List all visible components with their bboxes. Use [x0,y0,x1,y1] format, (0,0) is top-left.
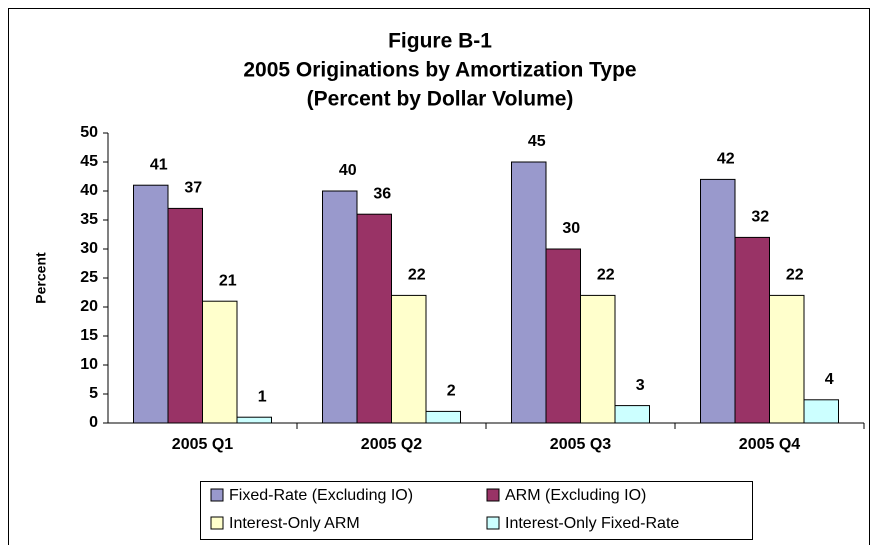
data-label: 42 [717,151,735,168]
y-tick-label: 15 [80,327,98,344]
data-label: 3 [636,377,645,394]
legend-label: ARM (Excluding IO) [505,487,646,504]
bar [236,416,272,424]
data-label: 21 [219,272,237,289]
bar [769,294,805,424]
y-tick-label: 30 [80,240,98,257]
data-label: 36 [373,185,391,202]
data-label: 32 [751,209,769,226]
bar [322,190,358,424]
y-tick-label: 10 [80,356,98,373]
bar [580,294,616,424]
x-tick-label: 2005 Q4 [739,436,800,453]
legend-swatch [210,488,224,502]
data-label: 22 [597,267,615,284]
data-label: 22 [408,267,426,284]
y-tick-label: 40 [80,182,98,199]
y-tick-label: 45 [80,153,98,170]
chart-title: 2005 Originations by Amortization Type [243,59,636,82]
bar [167,207,203,424]
chart-title: (Percent by Dollar Volume) [307,88,574,111]
y-tick-label: 0 [89,414,98,431]
bar [700,178,736,424]
x-tick-label: 2005 Q1 [172,436,233,453]
data-label: 37 [184,180,202,197]
bar [356,213,392,424]
bar [614,405,650,424]
bar [803,399,839,424]
legend-swatch [486,488,500,502]
chart-title: Figure B-1 [388,30,492,53]
bar [133,184,169,424]
y-tick-label: 5 [89,385,98,402]
bar [425,410,461,424]
bar [202,300,238,424]
y-tick-label: 35 [80,211,98,228]
bar [545,248,581,424]
data-label: 40 [339,162,357,179]
data-label: 1 [258,388,267,405]
data-label: 41 [150,156,168,173]
data-label: 2 [447,383,456,400]
x-tick-label: 2005 Q3 [550,436,611,453]
legend-swatch [210,516,224,530]
data-label: 45 [528,133,546,150]
data-label: 22 [786,267,804,284]
legend-label: Fixed-Rate (Excluding IO) [229,487,413,504]
data-label: 30 [562,220,580,237]
y-tick-label: 25 [80,269,98,286]
bar [734,236,770,424]
bar [391,294,427,424]
legend [200,481,753,540]
y-tick-label: 50 [80,124,98,141]
legend-swatch [486,516,500,530]
y-tick-label: 20 [80,298,98,315]
data-label: 4 [825,371,834,388]
legend-label: Interest-Only Fixed-Rate [505,515,679,532]
bar [511,161,547,424]
y-axis-label: Percent [33,252,49,304]
legend-label: Interest-Only ARM [229,515,360,532]
x-tick-label: 2005 Q2 [361,436,422,453]
